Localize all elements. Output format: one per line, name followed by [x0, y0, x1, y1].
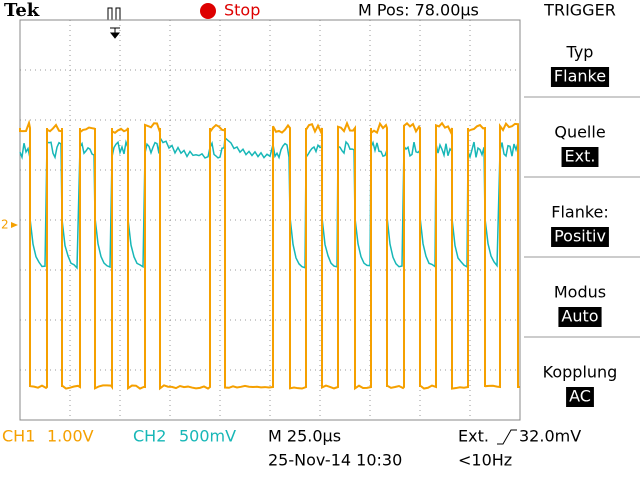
menu-title: TRIGGER	[543, 1, 616, 20]
ch2-scale: 500mV	[179, 427, 236, 446]
menu-label: Kopplung	[543, 363, 618, 382]
channel-marker: 2	[1, 218, 9, 232]
menu-value: Positiv	[554, 227, 606, 246]
menu-value: Flanke	[554, 67, 606, 86]
brand: Tek	[4, 0, 40, 21]
menu-label: Typ	[566, 43, 594, 62]
menu-label: Quelle	[554, 123, 605, 142]
trigger-level: 32.0mV	[519, 427, 581, 446]
menu-label: Modus	[554, 283, 606, 302]
menu-value: Auto	[561, 307, 598, 326]
trigger-frequency: <10Hz	[458, 451, 512, 470]
stop-indicator	[200, 3, 216, 19]
trigger-source: Ext.	[458, 427, 489, 446]
menu-label: Flanke:	[551, 203, 609, 222]
menu-value: Ext.	[565, 147, 596, 166]
timebase: M 25.0µs	[268, 427, 341, 446]
ch1-label: CH1	[2, 427, 35, 446]
date-time: 25-Nov-14 10:30	[268, 451, 402, 470]
horizontal-position: M Pos: 78.00µs	[358, 1, 479, 20]
ch2-label: CH2	[133, 427, 166, 446]
ch1-scale: 1.00V	[47, 427, 94, 446]
oscilloscope-screen: Tek Stop M Pos: 78.00µs TRIGGER 2 Typ Fla…	[0, 0, 640, 480]
run-state: Stop	[224, 1, 260, 20]
menu-value: AC	[569, 387, 591, 406]
